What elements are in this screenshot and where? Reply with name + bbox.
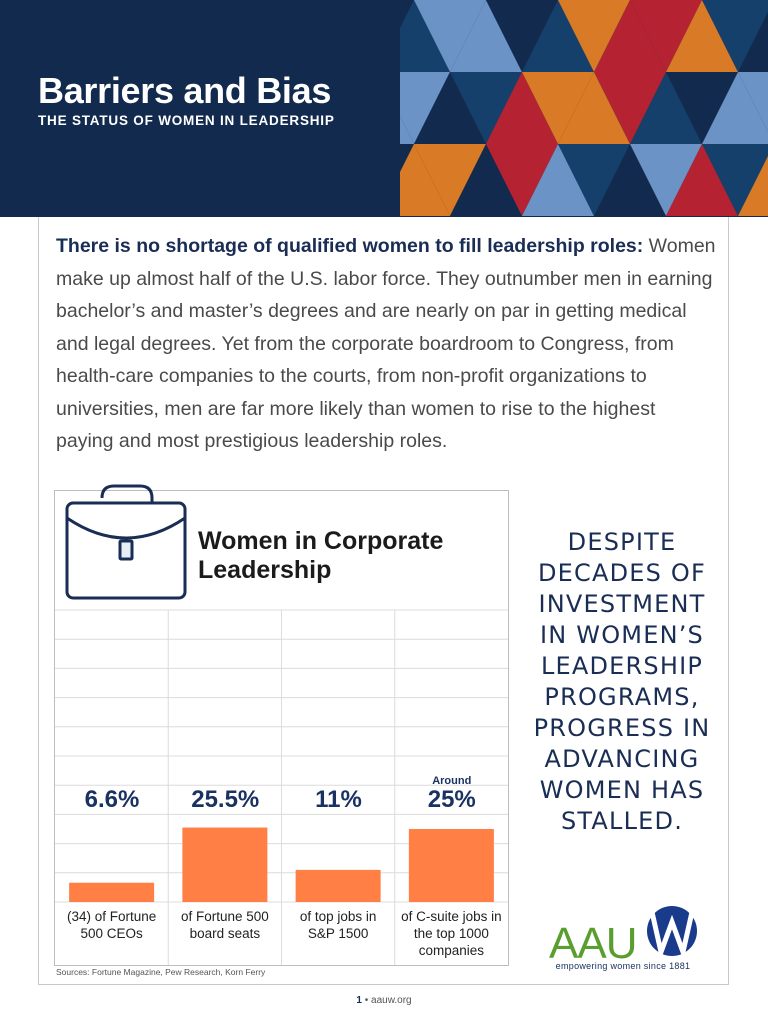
intro-lead: There is no shortage of qualified women … (56, 235, 644, 257)
pattern-triangle (594, 0, 666, 72)
briefcase-icon (65, 484, 187, 600)
category-label: of top jobs in S&P 1500 (299, 909, 377, 941)
pattern-triangle (414, 72, 486, 144)
bar-value-label: 25.5% (191, 786, 260, 813)
pattern-triangle (450, 144, 522, 216)
pattern-triangle (414, 0, 486, 72)
pattern-triangle (738, 72, 768, 132)
bar-value-label: 6.6% (84, 786, 140, 813)
pattern-triangle (594, 144, 666, 216)
pattern-triangle (486, 72, 558, 144)
pattern-triangle (630, 0, 702, 72)
page-footer: 1 • aauw.org (0, 995, 768, 1006)
pattern-triangle (522, 72, 594, 144)
chart-bar (408, 829, 494, 902)
logo-tagline: empowering women since 1881 (555, 961, 691, 971)
category-label: (34) of Fortune 500 CEOs (66, 909, 157, 941)
pattern-triangle (558, 72, 630, 144)
chart-bar (182, 827, 268, 902)
pattern-triangle (702, 72, 768, 144)
pattern-triangle (450, 0, 522, 72)
triangle-pattern (0, 0, 768, 217)
svg-text:AAU: AAU (549, 919, 636, 962)
chart-bar (69, 882, 155, 902)
intro-paragraph: There is no shortage of qualified women … (56, 230, 716, 458)
pattern-triangle (702, 0, 768, 72)
pattern-triangle (450, 72, 522, 144)
page-subtitle: THE STATUS OF WOMEN IN LEADERSHIP (38, 113, 335, 128)
pattern-triangle (630, 72, 702, 144)
pattern-triangle (522, 144, 594, 216)
bar-value-label: 25% (427, 786, 476, 813)
pattern-triangle (666, 0, 738, 72)
pattern-triangle (666, 72, 738, 144)
pattern-triangle (558, 144, 630, 216)
chart-bar (295, 869, 381, 902)
intro-body: Women make up almost half of the U.S. la… (56, 235, 716, 452)
pattern-triangle (702, 144, 768, 216)
pattern-triangle (666, 144, 738, 216)
chart-sources: Sources: Fortune Magazine, Pew Research,… (56, 967, 266, 977)
chart-title: Women in Corporate Leadership (198, 527, 444, 584)
page-number: 1 (356, 995, 362, 1006)
pattern-triangle (594, 72, 666, 144)
aauw-logo: AAU (549, 906, 697, 962)
header-banner: Barriers and Bias THE STATUS OF WOMEN IN… (0, 0, 768, 217)
footer-link[interactable]: aauw.org (371, 995, 412, 1006)
pattern-triangle (558, 0, 630, 72)
callout-text: DESPITE DECADES OF INVESTMENT IN WOMEN’S… (533, 528, 711, 835)
footer-separator: • (364, 995, 369, 1006)
pattern-triangle (630, 144, 702, 216)
pattern-triangle (522, 0, 594, 72)
pattern-triangle (738, 12, 768, 72)
pattern-triangle (414, 144, 486, 216)
pattern-triangle (738, 156, 768, 216)
pattern-triangle (486, 144, 558, 216)
bar-value-label: 11% (315, 786, 362, 813)
header-mask (0, 0, 400, 217)
category-label: of C-suite jobs in the top 1000 companie… (401, 909, 502, 958)
page-title: Barriers and Bias (38, 70, 332, 111)
bar-value-prefix: Around (432, 775, 472, 787)
category-label: of Fortune 500 board seats (180, 909, 269, 941)
pattern-triangle (486, 0, 558, 72)
